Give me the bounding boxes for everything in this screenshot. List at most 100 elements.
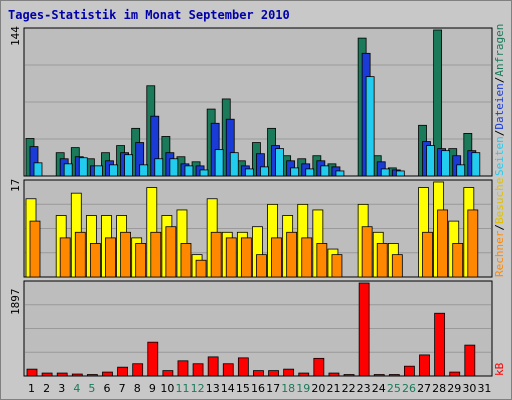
bar-kb-day-28	[434, 312, 446, 377]
bar-seiten-day-6	[109, 164, 118, 177]
x-tick-label: 10	[160, 382, 174, 395]
bar-rechner-day-14	[225, 237, 237, 278]
bar-kb-day-29	[449, 371, 461, 377]
legend-anfragen: Anfragen	[493, 24, 506, 77]
x-tick-label: 17	[266, 382, 280, 395]
x-tick-label: 28	[432, 382, 446, 395]
legend-seiten: Seiten	[493, 136, 506, 176]
bar-seiten-day-21	[335, 170, 345, 177]
bar-seiten-day-27	[426, 145, 435, 177]
x-tick-label: 31	[477, 382, 491, 395]
bar-kb-day-18	[283, 368, 295, 377]
bar-rechner-day-29	[452, 243, 464, 278]
bar-rechner-day-30	[467, 209, 479, 278]
bar-kb-day-10	[162, 370, 174, 377]
bar-kb-day-27	[419, 354, 430, 377]
bar-kb-day-15	[237, 357, 249, 377]
right-label-requests-files-pages: Seiten/Dateien/Anfragen	[493, 24, 506, 176]
bar-rechner-day-13	[210, 231, 222, 278]
bar-rechner-day-5	[89, 243, 101, 278]
bar-kb-day-7	[117, 366, 128, 377]
bar-seiten-day-25	[395, 170, 405, 177]
x-tick-label: 23	[357, 382, 371, 395]
bar-kb-day-16	[253, 370, 264, 377]
bar-kb-day-25	[388, 374, 400, 377]
kbytes-panel	[23, 280, 493, 377]
bar-seiten-day-7	[124, 154, 133, 177]
x-tick-label: 1	[28, 382, 35, 395]
legend-kb: kB	[493, 362, 506, 376]
bar-seiten-day-15	[244, 168, 254, 177]
bar-rechner-day-3	[59, 237, 71, 278]
right-label-visits-hosts: Rechner/Besuche	[493, 178, 506, 277]
bar-rechner-day-11	[180, 243, 192, 278]
bar-rechner-day-16	[256, 254, 267, 278]
bar-rechner-day-9	[150, 231, 162, 278]
x-tick-label: 20	[311, 382, 325, 395]
bar-seiten-day-12	[199, 169, 209, 177]
x-tick-label: 15	[236, 382, 250, 395]
bar-seiten-day-20	[320, 165, 330, 177]
bar-kb-day-4	[71, 373, 83, 377]
bar-seiten-day-4	[78, 157, 88, 177]
bar-seiten-day-23	[365, 76, 375, 177]
x-tick-label: 3	[58, 382, 65, 395]
visits-hosts-panel	[23, 179, 493, 278]
bar-kb-day-9	[147, 341, 159, 377]
bar-rechner-day-4	[74, 231, 86, 278]
bar-seiten-day-10	[169, 158, 179, 177]
requests-files-pages-panel	[23, 27, 493, 177]
bar-kb-day-24	[373, 374, 385, 377]
bar-kb-day-30	[464, 344, 476, 377]
bar-seiten-day-13	[214, 149, 224, 177]
legend-dateien: Dateien	[493, 83, 506, 129]
y-max-label-requests: 144	[9, 26, 22, 46]
bar-seiten-day-8	[139, 164, 149, 177]
x-tick-label: 29	[447, 382, 461, 395]
chart-title: Tages-Statistik im Monat September 2010	[8, 8, 290, 22]
bar-seiten-day-24	[380, 168, 390, 177]
x-tick-label: 26	[402, 382, 416, 395]
x-tick-label: 12	[191, 382, 205, 395]
bar-kb-day-20	[313, 357, 325, 377]
bar-kb-day-22	[343, 374, 355, 377]
bar-seiten-day-18	[290, 167, 300, 177]
x-tick-label: 4	[73, 382, 80, 395]
x-tick-label: 6	[104, 382, 111, 395]
bar-rechner-day-10	[165, 226, 177, 278]
bar-seiten-day-16	[260, 166, 269, 177]
bar-rechner-day-19	[301, 237, 313, 278]
x-tick-label: 19	[296, 382, 310, 395]
x-tick-label: 21	[326, 382, 340, 395]
bar-kb-day-23	[358, 282, 370, 377]
bar-seiten-day-1	[33, 162, 43, 177]
bar-rechner-day-20	[316, 243, 328, 278]
bar-rechner-day-24	[376, 243, 388, 278]
bar-rechner-day-15	[240, 237, 252, 278]
y-max-label-kbytes: 1897	[9, 289, 22, 316]
x-tick-label: 24	[372, 382, 386, 395]
bar-kb-day-21	[328, 372, 340, 377]
x-tick-label: 8	[134, 382, 141, 395]
x-tick-label: 16	[251, 382, 265, 395]
bar-rechner-day-6	[105, 237, 116, 278]
bar-seiten-day-14	[229, 152, 239, 177]
bar-kb-day-19	[298, 372, 310, 377]
bar-seiten-day-17	[275, 148, 284, 177]
bar-seiten-day-9	[154, 158, 164, 177]
bar-rechner-day-21	[331, 254, 343, 278]
x-tick-label: 9	[149, 382, 156, 395]
bar-kb-day-26	[404, 365, 415, 377]
bar-seiten-day-5	[93, 165, 103, 177]
bar-kb-day-17	[268, 370, 279, 377]
bar-rechner-day-8	[135, 243, 147, 278]
bar-rechner-day-18	[286, 231, 298, 278]
bar-kb-day-5	[86, 374, 98, 377]
bar-kb-day-12	[192, 363, 204, 377]
x-tick-label: 18	[281, 382, 295, 395]
bar-kb-day-11	[177, 360, 189, 377]
x-tick-label: 7	[119, 382, 126, 395]
y-max-label-visits: 17	[9, 179, 22, 192]
x-tick-label: 2	[43, 382, 50, 395]
